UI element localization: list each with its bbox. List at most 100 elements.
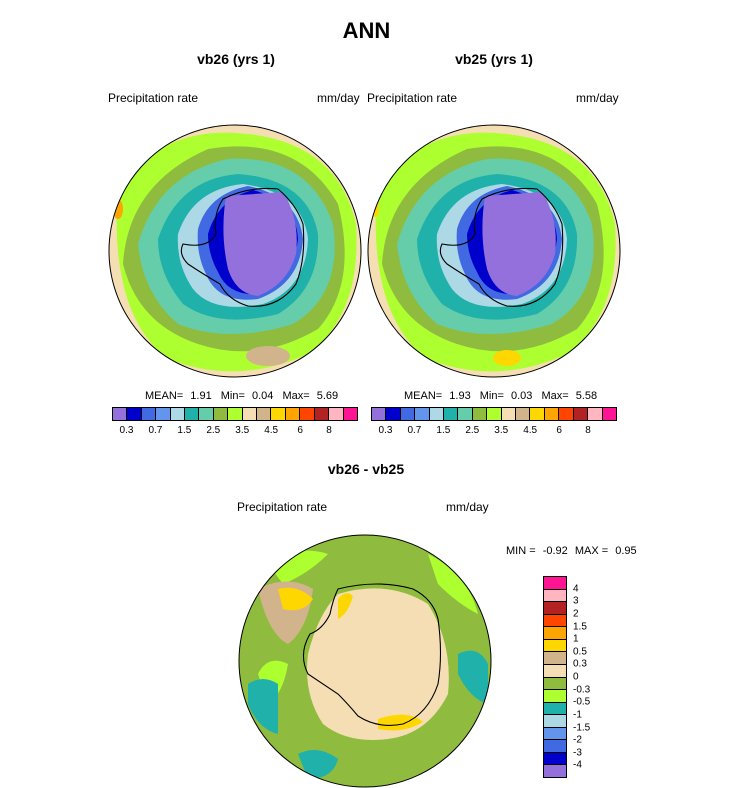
colorbar-swatch — [544, 690, 566, 703]
colorbar-diff — [543, 576, 567, 778]
min-label: Min= — [220, 390, 245, 402]
colorbar-swatch — [242, 408, 258, 420]
colorbar-tick-label: -1.5 — [573, 722, 591, 733]
min-value: 0.03 — [510, 390, 533, 402]
colorbar-tick-label: -4 — [573, 759, 582, 771]
colorbar-tick-label: 0.3 — [119, 425, 134, 436]
colorbar-tick-label: -0.5 — [573, 696, 591, 708]
colorbar-tick-label: 6 — [556, 425, 562, 436]
colorbar-swatch — [544, 740, 566, 753]
colorbar-tick-label: -3 — [573, 747, 582, 759]
colorbar-swatch — [544, 639, 566, 653]
colorbar-swatch — [444, 408, 459, 420]
colorbar-tick-label: 1.5 — [436, 425, 451, 436]
mean-label: MEAN= — [404, 390, 443, 402]
max-value: 0.95 — [615, 545, 637, 557]
colorbar-swatch — [487, 408, 502, 420]
colorbar-tick-label: 1 — [573, 633, 579, 645]
panel-units-vb25: mm/day — [576, 91, 619, 105]
colorbar-tick-label: 0 — [573, 671, 579, 683]
colorbar-swatch — [559, 408, 574, 420]
panel-units-diff: mm/day — [446, 500, 489, 514]
colorbar-swatch — [170, 408, 186, 420]
colorbar-vb26 — [112, 407, 358, 421]
colorbar-swatch — [544, 752, 566, 766]
colorbar-swatch — [602, 408, 616, 420]
colorbar-tick-label: 0.7 — [407, 425, 422, 436]
colorbar-swatch — [544, 664, 566, 678]
panel-title-diff: vb26 - vb25 — [327, 461, 405, 477]
colorbar-swatch — [314, 408, 330, 420]
panel-title-vb25: vb25 (yrs 1) — [455, 51, 533, 67]
polar-map-vb26 — [108, 124, 362, 378]
colorbar-swatch — [516, 408, 531, 420]
min-value: 0.04 — [251, 390, 274, 402]
colorbar-swatch — [271, 408, 286, 420]
mean-label: MEAN= — [145, 390, 184, 402]
colorbar-swatch — [544, 652, 566, 665]
colorbar-swatch — [530, 408, 545, 420]
mean-value: 1.93 — [449, 390, 471, 402]
colorbar-tick-label: 6 — [297, 425, 303, 436]
colorbar-tick-label: 0.7 — [148, 425, 163, 436]
panel-title-vb26: vb26 (yrs 1) — [197, 51, 275, 67]
min-value: -0.92 — [542, 545, 568, 557]
colorbar-swatch — [544, 614, 566, 628]
colorbar-tick-label: 4.5 — [523, 425, 538, 436]
colorbar-swatch — [257, 408, 272, 420]
max-label: Max= — [282, 390, 310, 402]
colorbar-swatch — [544, 702, 566, 716]
panel-left-label-vb26: Precipitation rate — [108, 91, 199, 105]
colorbar-swatch — [544, 589, 566, 603]
colorbar-swatch — [501, 408, 517, 420]
colorbar-swatch — [386, 408, 401, 420]
mean-value: 1.91 — [190, 390, 212, 402]
colorbar-tick-label: 1.5 — [573, 621, 587, 632]
minmax-diff: MIN = -0.92 MAX = 0.95 — [506, 545, 637, 557]
colorbar-tick-label: 0.5 — [573, 646, 587, 658]
colorbar-tick-label: 2 — [573, 608, 579, 620]
colorbar-tick-label: 3 — [573, 595, 579, 607]
colorbar-tick-label: 4 — [573, 583, 579, 595]
colorbar-swatch — [472, 408, 488, 420]
colorbar-swatch — [400, 408, 416, 420]
figure-title: ANN — [342, 18, 391, 43]
colorbar-swatch — [544, 765, 566, 777]
colorbar-tick-label: -2 — [573, 734, 582, 746]
colorbar-tick-label: 8 — [326, 425, 332, 436]
colorbar-tick-label: 1.5 — [177, 425, 192, 436]
max-value: 5.58 — [575, 390, 598, 402]
colorbar-tick-label: 0.3 — [573, 658, 587, 670]
colorbar-swatch — [544, 727, 566, 741]
colorbar-swatch — [213, 408, 229, 420]
colorbar-tick-label: 0.3 — [378, 425, 393, 436]
colorbar-swatch — [415, 408, 430, 420]
colorbar-tick-label: 2.5 — [206, 425, 221, 436]
colorbar-swatch — [199, 408, 214, 420]
colorbar-swatch — [300, 408, 315, 420]
colorbar-tick-label: -0.3 — [573, 684, 591, 696]
colorbar-swatch — [458, 408, 473, 420]
colorbar-swatch — [544, 577, 566, 590]
colorbar-swatch — [127, 408, 142, 420]
panel-left-label-vb25: Precipitation rate — [367, 91, 458, 105]
colorbar-tick-label: 4.5 — [264, 425, 279, 436]
colorbar-swatch — [544, 677, 566, 691]
min-label: MIN = — [506, 545, 536, 557]
polar-map-vb25 — [367, 124, 621, 378]
colorbar-swatch — [429, 408, 445, 420]
colorbar-swatch — [372, 408, 387, 420]
min-label: Min= — [479, 390, 504, 402]
colorbar-tick-label: 2.5 — [465, 425, 480, 436]
panel-left-label-diff: Precipitation rate — [237, 500, 328, 514]
stats-vb26: MEAN= 1.91 Min= 0.04 Max= 5.69 — [145, 390, 338, 402]
colorbar-swatch — [185, 408, 200, 420]
colorbar-swatch — [113, 408, 128, 420]
colorbar-swatch — [544, 602, 566, 615]
colorbar-swatch — [544, 408, 560, 420]
colorbar-swatch — [573, 408, 589, 420]
colorbar-swatch — [141, 408, 157, 420]
colorbar-tick-label: 3.5 — [494, 425, 509, 436]
colorbar-tick-label: 8 — [585, 425, 591, 436]
colorbar-swatch — [343, 408, 357, 420]
